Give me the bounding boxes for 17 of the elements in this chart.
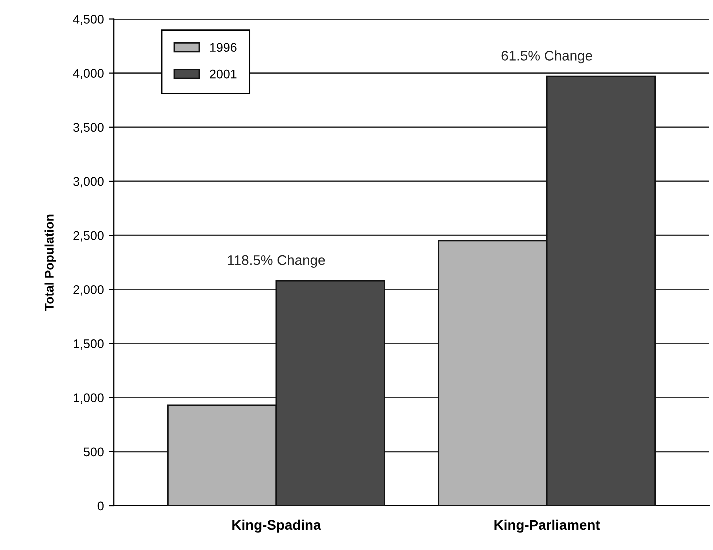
x-tick-label: King-Spadina <box>232 520 322 533</box>
y-tick-label: 1,500 <box>74 340 104 350</box>
y-tick-label: 2,000 <box>74 285 104 296</box>
x-tick-label: King-Parliament <box>494 520 600 533</box>
y-tick-label: 0 <box>98 502 104 511</box>
y-tick-label: 1,000 <box>74 394 104 404</box>
y-tick-label: 4,000 <box>73 69 104 80</box>
legend-label: 2001 <box>210 70 237 79</box>
y-tick-label: 4,500 <box>73 15 104 26</box>
y-tick-label: 3,500 <box>74 123 104 134</box>
legend-label: 1996 <box>210 43 237 52</box>
y-axis-title: Total Population <box>44 214 56 311</box>
y-tick-label: 3,000 <box>74 177 104 188</box>
y-tick-label: 2,500 <box>74 231 104 242</box>
annotation: 61.5% Change <box>502 50 592 64</box>
annotation: 118.5% Change <box>228 255 326 268</box>
y-tick-label: 500 <box>84 448 104 457</box>
